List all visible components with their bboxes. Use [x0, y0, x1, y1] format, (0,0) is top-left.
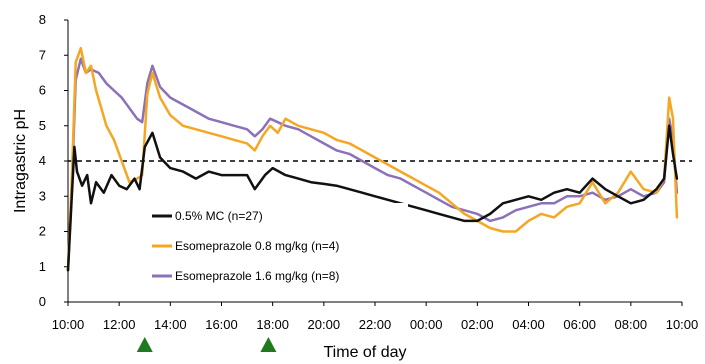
x-tick-label: 00:00: [410, 317, 443, 332]
legend-box: [146, 203, 408, 297]
x-tick-label: 22:00: [359, 317, 392, 332]
legend-label-1: Esomeprazole 0.8 mg/kg (n=4): [175, 239, 339, 253]
series-lines: [66, 46, 679, 272]
series-line-0: [66, 124, 679, 272]
y-tick-label: 6: [39, 83, 46, 98]
legend-label-0: 0.5% MC (n=27): [175, 209, 263, 223]
legend-label-2: Esomeprazole 1.6 mg/kg (n=8): [175, 269, 339, 283]
dosing-markers: [136, 337, 277, 352]
y-tick-labels: 0 1 2 3 4 5 6 7 8: [39, 12, 68, 309]
x-tick-label: 12:00: [103, 317, 136, 332]
y-tick-label: 5: [39, 118, 46, 133]
legend: 0.5% MC (n=27) Esomeprazole 0.8 mg/kg (n=…: [146, 203, 408, 297]
x-tick-label: 18:00: [256, 317, 289, 332]
x-tick-labels: 10:00 12:00 14:00 16:00 18:00 20:00 22:00 00:00…: [52, 302, 699, 332]
y-tick-label: 0: [39, 294, 46, 309]
y-axis-label: Intragastric pH: [12, 109, 29, 213]
x-tick-label: 16:00: [205, 317, 238, 332]
dose-marker-0: [136, 337, 153, 352]
y-tick-label: 2: [39, 224, 46, 239]
x-tick-label: 20:00: [308, 317, 341, 332]
x-tick-label: 10:00: [666, 317, 699, 332]
y-tick-label: 7: [39, 47, 46, 62]
x-tick-label: 06:00: [563, 317, 596, 332]
x-axis-label: Time of day: [324, 344, 407, 361]
y-tick-label: 4: [39, 153, 46, 168]
y-tick-label: 8: [39, 12, 46, 27]
x-tick-label: 10:00: [52, 317, 85, 332]
y-tick-label: 1: [39, 259, 46, 274]
y-tick-label: 3: [39, 188, 46, 203]
x-tick-label: 04:00: [512, 317, 545, 332]
series-line-1: [66, 46, 679, 272]
series-line-2: [66, 57, 679, 272]
x-tick-label: 02:00: [461, 317, 494, 332]
x-tick-label: 14:00: [154, 317, 187, 332]
x-tick-label: 08:00: [615, 317, 648, 332]
dose-marker-1: [260, 337, 277, 352]
